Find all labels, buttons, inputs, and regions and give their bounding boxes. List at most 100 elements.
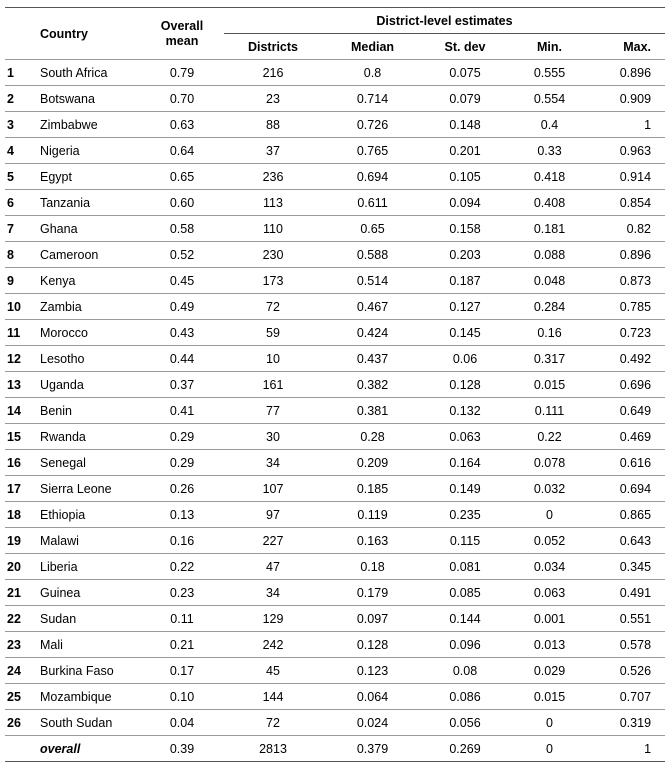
- country-cell: Sudan: [36, 605, 140, 632]
- max-cell: 0.707: [592, 683, 666, 710]
- mean-cell: 0.70: [140, 85, 224, 112]
- median-cell: 0.65: [322, 215, 423, 242]
- median-cell: 0.119: [322, 501, 423, 528]
- table-row: 25 Mozambique 0.10 144 0.064 0.086 0.015…: [5, 683, 666, 710]
- max-cell: 0.345: [592, 553, 666, 580]
- table-row: 26 South Sudan 0.04 72 0.024 0.056 0 0.3…: [5, 709, 666, 736]
- districts-cell: 230: [224, 241, 322, 268]
- table-row: 10 Zambia 0.49 72 0.467 0.127 0.284 0.78…: [5, 293, 666, 320]
- st-dev-cell: 0.08: [423, 657, 507, 684]
- min-cell: 0.22: [507, 423, 592, 450]
- max-cell: 0.578: [592, 631, 666, 658]
- overall-districts-cell: 2813: [224, 735, 322, 762]
- table-row: 8 Cameroon 0.52 230 0.588 0.203 0.088 0.…: [5, 241, 666, 268]
- min-cell: 0.052: [507, 527, 592, 554]
- mean-cell: 0.45: [140, 267, 224, 294]
- table-row: 17 Sierra Leone 0.26 107 0.185 0.149 0.0…: [5, 475, 666, 502]
- rank-cell: 23: [5, 631, 36, 658]
- rank-cell: 8: [5, 241, 36, 268]
- rank-cell: 18: [5, 501, 36, 528]
- table-row: 20 Liberia 0.22 47 0.18 0.081 0.034 0.34…: [5, 553, 666, 580]
- table-row: 23 Mali 0.21 242 0.128 0.096 0.013 0.578: [5, 631, 666, 658]
- mean-cell: 0.04: [140, 709, 224, 736]
- districts-cell: 88: [224, 111, 322, 138]
- districts-cell: 47: [224, 553, 322, 580]
- districts-cell: 10: [224, 345, 322, 372]
- table-row: 19 Malawi 0.16 227 0.163 0.115 0.052 0.6…: [5, 527, 666, 554]
- mean-cell: 0.79: [140, 59, 224, 86]
- st-dev-cell: 0.203: [423, 241, 507, 268]
- rank-cell: 26: [5, 709, 36, 736]
- st-dev-cell: 0.06: [423, 345, 507, 372]
- st-dev-cell: 0.105: [423, 163, 507, 190]
- table-row: 13 Uganda 0.37 161 0.382 0.128 0.015 0.6…: [5, 371, 666, 398]
- table-row: 4 Nigeria 0.64 37 0.765 0.201 0.33 0.963: [5, 137, 666, 164]
- median-cell: 0.179: [322, 579, 423, 606]
- min-cell: 0.16: [507, 319, 592, 346]
- table-row: 21 Guinea 0.23 34 0.179 0.085 0.063 0.49…: [5, 579, 666, 606]
- country-cell: Lesotho: [36, 345, 140, 372]
- mean-cell: 0.10: [140, 683, 224, 710]
- districts-cell: 77: [224, 397, 322, 424]
- country-cell: Egypt: [36, 163, 140, 190]
- mean-cell: 0.43: [140, 319, 224, 346]
- overall-label: overall: [36, 735, 140, 762]
- min-cell: 0.181: [507, 215, 592, 242]
- overall-st-dev-cell: 0.269: [423, 735, 507, 762]
- median-cell: 0.381: [322, 397, 423, 424]
- st-dev-cell: 0.094: [423, 189, 507, 216]
- st-dev-cell: 0.132: [423, 397, 507, 424]
- mean-cell: 0.37: [140, 371, 224, 398]
- median-cell: 0.185: [322, 475, 423, 502]
- median-cell: 0.424: [322, 319, 423, 346]
- st-dev-cell: 0.164: [423, 449, 507, 476]
- rank-cell: 20: [5, 553, 36, 580]
- median-cell: 0.18: [322, 553, 423, 580]
- districts-cell: 30: [224, 423, 322, 450]
- st-dev-cell: 0.187: [423, 267, 507, 294]
- st-dev-cell: 0.145: [423, 319, 507, 346]
- min-cell: 0.032: [507, 475, 592, 502]
- districts-cell: 216: [224, 59, 322, 86]
- min-cell: 0.015: [507, 683, 592, 710]
- country-cell: Ethiopia: [36, 501, 140, 528]
- mean-cell: 0.17: [140, 657, 224, 684]
- country-cell: Senegal: [36, 449, 140, 476]
- country-cell: Malawi: [36, 527, 140, 554]
- mean-cell: 0.21: [140, 631, 224, 658]
- country-cell: Botswana: [36, 85, 140, 112]
- max-cell: 0.865: [592, 501, 666, 528]
- rank-cell: 10: [5, 293, 36, 320]
- mean-cell: 0.52: [140, 241, 224, 268]
- median-cell: 0.437: [322, 345, 423, 372]
- min-cell: 0.034: [507, 553, 592, 580]
- min-cell: 0.013: [507, 631, 592, 658]
- median-cell: 0.514: [322, 267, 423, 294]
- median-cell: 0.28: [322, 423, 423, 450]
- max-cell: 0.723: [592, 319, 666, 346]
- st-dev-cell: 0.086: [423, 683, 507, 710]
- country-cell: Zambia: [36, 293, 140, 320]
- table-row: 22 Sudan 0.11 129 0.097 0.144 0.001 0.55…: [5, 605, 666, 632]
- districts-cell: 45: [224, 657, 322, 684]
- country-cell: Liberia: [36, 553, 140, 580]
- max-cell: 0.909: [592, 85, 666, 112]
- district-level-group-header: District-level estimates: [224, 7, 666, 34]
- max-cell: 0.319: [592, 709, 666, 736]
- table-row: 2 Botswana 0.70 23 0.714 0.079 0.554 0.9…: [5, 85, 666, 112]
- st-dev-cell: 0.127: [423, 293, 507, 320]
- table-row: 5 Egypt 0.65 236 0.694 0.105 0.418 0.914: [5, 163, 666, 190]
- rank-cell: 24: [5, 657, 36, 684]
- min-cell: 0: [507, 501, 592, 528]
- districts-cell: 129: [224, 605, 322, 632]
- districts-cell: 72: [224, 709, 322, 736]
- rank-cell: 22: [5, 605, 36, 632]
- median-cell: 0.128: [322, 631, 423, 658]
- min-cell: 0.33: [507, 137, 592, 164]
- table-row: 12 Lesotho 0.44 10 0.437 0.06 0.317 0.49…: [5, 345, 666, 372]
- rank-cell: 14: [5, 397, 36, 424]
- max-cell: 0.873: [592, 267, 666, 294]
- min-cell: 0.111: [507, 397, 592, 424]
- min-cell: 0.063: [507, 579, 592, 606]
- min-cell: 0.408: [507, 189, 592, 216]
